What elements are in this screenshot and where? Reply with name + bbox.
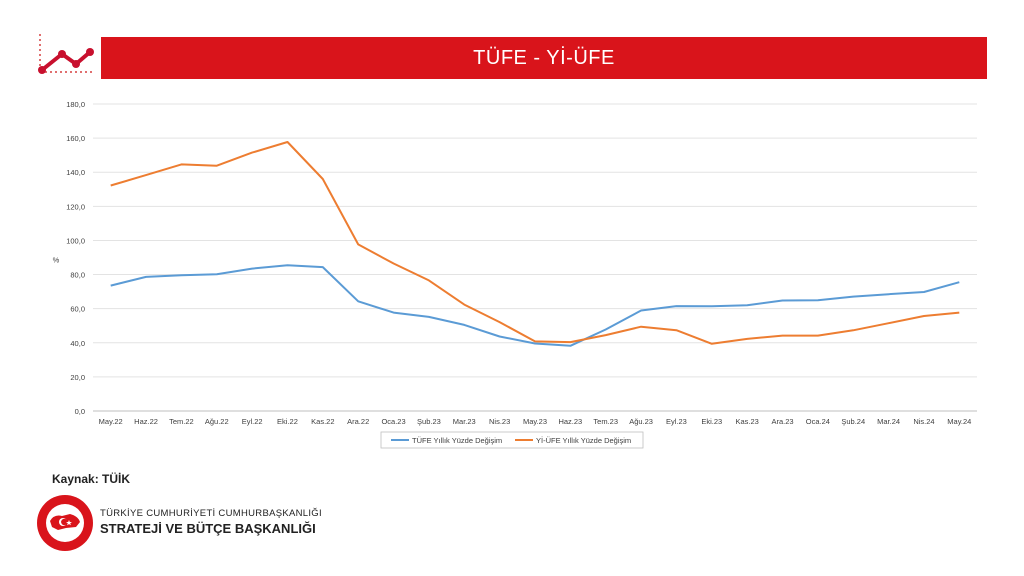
x-tick-label: May.24: [947, 417, 971, 426]
series-line-1: [110, 264, 960, 347]
x-tick-label: May.23: [523, 417, 547, 426]
x-tick-label: Ağu.22: [205, 417, 229, 426]
y-tick-label: 40,0: [70, 339, 85, 348]
organization-name: TÜRKİYE CUMHURİYETİ CUMHURBAŞKANLIĞI: [100, 508, 322, 519]
y-tick-label: 0,0: [75, 407, 85, 416]
legend-label-1: TÜFE Yıllık Yüzde Değişim: [412, 436, 502, 445]
y-tick-label: 20,0: [70, 373, 85, 382]
x-tick-label: Mar.24: [877, 417, 900, 426]
x-tick-label: Eyl.23: [666, 417, 687, 426]
x-tick-label: Nis.24: [913, 417, 934, 426]
x-tick-label: Oca.23: [381, 417, 405, 426]
y-tick-label: 120,0: [66, 202, 85, 211]
y-tick-label: 100,0: [66, 236, 85, 245]
x-tick-label: Tem.23: [593, 417, 618, 426]
x-tick-label: Oca.24: [806, 417, 830, 426]
y-tick-label: 180,0: [66, 100, 85, 109]
x-tick-label: Haz.23: [558, 417, 582, 426]
x-tick-label: Tem.22: [169, 417, 194, 426]
institution-seal-icon: [37, 495, 93, 551]
x-tick-label: Eki.22: [277, 417, 298, 426]
y-tick-label: 60,0: [70, 305, 85, 314]
x-tick-label: Eki.23: [701, 417, 722, 426]
y-tick-label: 160,0: [66, 134, 85, 143]
x-tick-label: Mar.23: [453, 417, 476, 426]
department-name: STRATEJİ VE BÜTÇE BAŞKANLIĞI: [100, 521, 316, 536]
x-tick-label: Kas.23: [735, 417, 758, 426]
x-tick-label: Şub.23: [417, 417, 441, 426]
x-tick-label: Haz.22: [134, 417, 158, 426]
x-tick-label: Şub.24: [841, 417, 865, 426]
source-label: Kaynak: TÜİK: [52, 472, 131, 486]
x-tick-label: Ara.22: [347, 417, 369, 426]
series-line-2: [110, 141, 960, 345]
x-tick-label: Eyl.22: [242, 417, 263, 426]
trend-chart-icon: [38, 34, 94, 74]
page-title: TÜFE - Yİ-ÜFE: [473, 46, 615, 69]
x-tick-label: Ara.23: [771, 417, 793, 426]
title-banner: TÜFE - Yİ-ÜFE: [101, 37, 987, 79]
legend-box: [380, 431, 644, 449]
x-tick-label: May.22: [99, 417, 123, 426]
y-axis-label: %: [53, 256, 60, 265]
y-tick-label: 140,0: [66, 168, 85, 177]
x-tick-label: Ağu.23: [629, 417, 653, 426]
legend-label-2: Yİ-ÜFE Yıllık Yüzde Değişim: [536, 436, 631, 445]
x-tick-label: Nis.23: [489, 417, 510, 426]
line-chart: 0,0 20,0 40,0 60,0 80,0 100,0 120,0 140,0 160,0 1…: [53, 100, 977, 449]
x-tick-label: Kas.22: [311, 417, 334, 426]
organization-block: TÜRKİYE CUMHURİYETİ CUMHURBAŞKANLIĞI STR…: [36, 494, 356, 556]
y-tick-label: 80,0: [70, 271, 85, 280]
